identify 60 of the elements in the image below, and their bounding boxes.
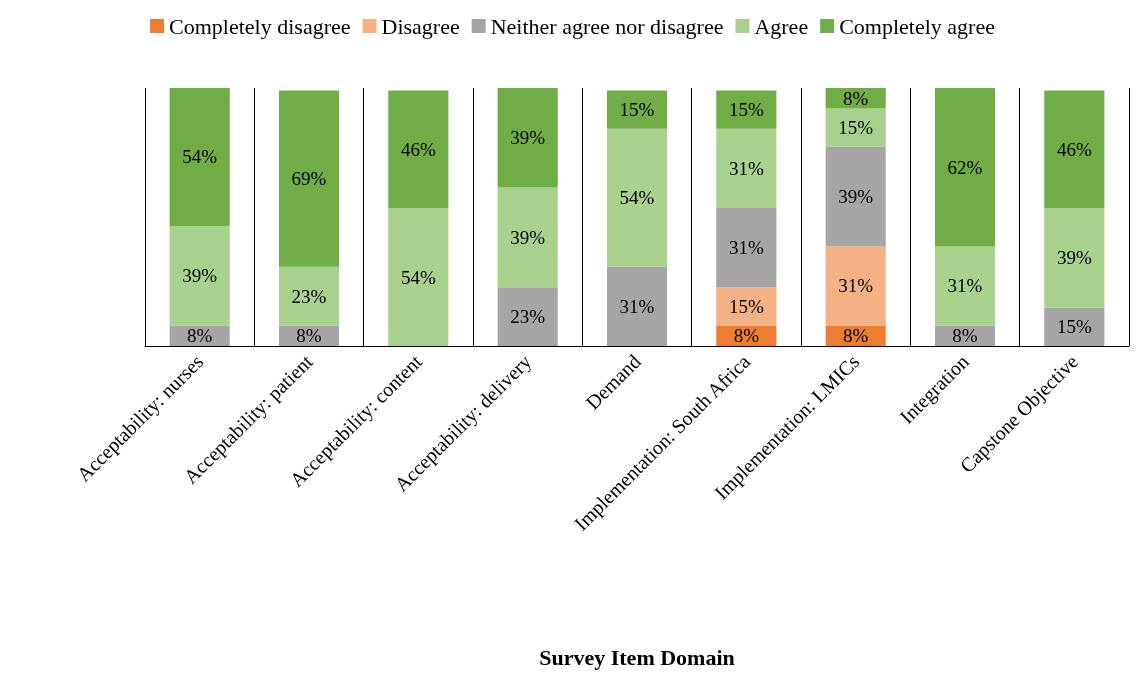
data-label: 23% — [510, 306, 546, 328]
bar — [388, 208, 449, 346]
bar — [278, 266, 340, 326]
bar — [497, 88, 558, 188]
bar — [716, 208, 777, 288]
data-label: 15% — [728, 99, 764, 121]
data-label: 46% — [400, 138, 436, 160]
legend-label: Disagree — [381, 13, 460, 39]
bar — [169, 225, 230, 326]
data-label: 15% — [728, 295, 764, 317]
data-label: 8% — [843, 325, 869, 347]
legend-label: Neither agree nor disagree — [490, 13, 724, 39]
bar — [278, 90, 340, 267]
data-label: 31% — [728, 157, 764, 179]
data-label: 8% — [843, 87, 869, 109]
data-label: 31% — [619, 295, 655, 317]
bar — [716, 287, 777, 326]
data-label: 8% — [296, 325, 322, 347]
data-label: 31% — [838, 275, 874, 297]
data-label: 39% — [510, 127, 546, 149]
data-label: 31% — [947, 275, 983, 297]
bar — [716, 90, 777, 129]
data-label: 69% — [291, 168, 327, 190]
bar — [1044, 208, 1105, 308]
data-label: 54% — [182, 146, 218, 168]
bar — [825, 146, 886, 247]
bar — [606, 90, 668, 129]
bar — [934, 246, 996, 326]
data-label: 15% — [838, 117, 874, 139]
bar — [1044, 307, 1105, 346]
data-label: 54% — [619, 187, 655, 209]
data-label: 62% — [947, 156, 983, 178]
bar — [388, 90, 449, 209]
bar — [934, 88, 996, 247]
data-label: 15% — [619, 99, 655, 121]
bar — [169, 88, 230, 226]
data-label: 46% — [1056, 138, 1092, 160]
data-label: 39% — [1056, 247, 1092, 269]
bar — [497, 287, 558, 346]
data-label: 23% — [291, 285, 327, 307]
bar — [606, 266, 668, 346]
legend-label: Agree — [754, 13, 809, 39]
bar — [716, 128, 777, 209]
data-label: 15% — [1056, 316, 1092, 338]
bar — [825, 108, 886, 147]
legend-label: Completely agree — [839, 13, 995, 39]
data-label: 39% — [510, 226, 546, 248]
data-label: 39% — [182, 265, 218, 287]
legend-label: Completely disagree — [169, 13, 351, 39]
x-axis-title: Survey Item Domain — [539, 644, 735, 670]
bar — [1044, 90, 1105, 209]
data-label: 39% — [838, 186, 874, 208]
data-label: 8% — [187, 325, 213, 347]
bar — [497, 187, 558, 288]
data-label: 8% — [952, 325, 978, 347]
data-label: 54% — [400, 266, 436, 288]
data-label: 31% — [728, 237, 764, 259]
data-label: 8% — [733, 325, 760, 347]
bar — [825, 246, 886, 326]
bar — [606, 128, 668, 267]
